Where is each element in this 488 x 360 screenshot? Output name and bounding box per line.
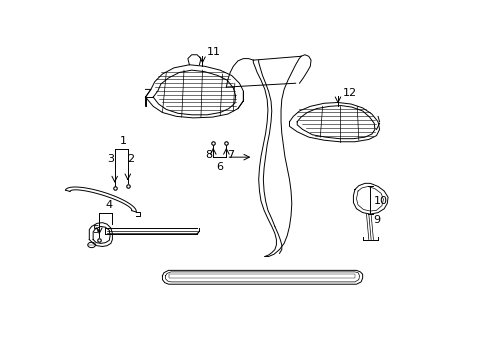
Text: 10: 10	[373, 196, 386, 206]
Text: 12: 12	[342, 88, 356, 98]
Text: 1: 1	[120, 136, 126, 147]
Text: 7: 7	[226, 150, 233, 160]
Text: 2: 2	[127, 154, 134, 164]
Text: 8: 8	[204, 150, 212, 160]
Text: 5: 5	[92, 225, 99, 235]
Text: 9: 9	[373, 215, 380, 225]
Text: 11: 11	[207, 48, 221, 58]
Text: 3: 3	[107, 154, 114, 164]
Text: 6: 6	[216, 162, 223, 172]
Text: 4: 4	[105, 200, 112, 210]
